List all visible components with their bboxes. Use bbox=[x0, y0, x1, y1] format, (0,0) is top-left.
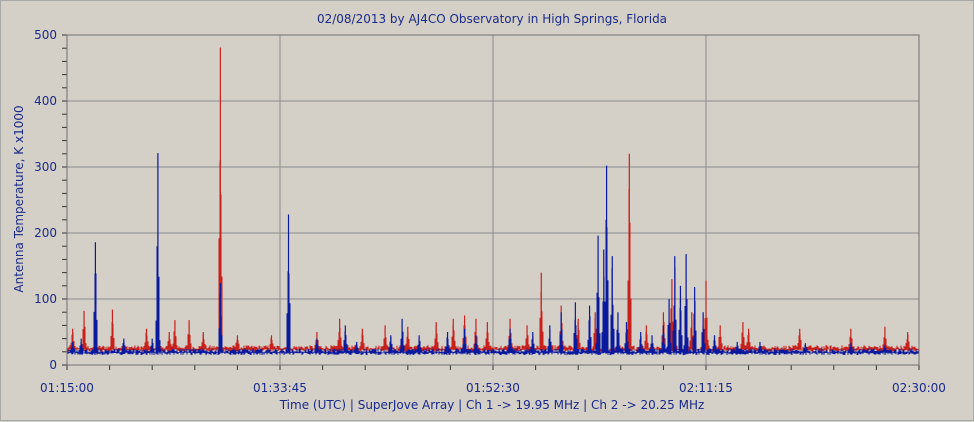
x-tick-label: 02:30:00 bbox=[892, 381, 946, 395]
y-axis-label: Antenna Temperature, K x1000 bbox=[12, 105, 26, 292]
x-tick-label: 01:15:00 bbox=[40, 381, 94, 395]
y-tick-label: 0 bbox=[49, 358, 57, 372]
x-tick-labels: 01:15:00 01:33:45 01:52:30 02:11:15 02:30:00 bbox=[40, 381, 946, 395]
y-tick-label: 400 bbox=[34, 94, 57, 108]
x-tick-label: 01:52:30 bbox=[466, 381, 520, 395]
minor-ticks bbox=[62, 34, 920, 370]
plot-border bbox=[66, 34, 920, 366]
y-tick-label: 100 bbox=[34, 292, 57, 306]
series-layer bbox=[66, 47, 920, 356]
y-tick-label: 300 bbox=[34, 160, 57, 174]
x-tick-label: 02:11:15 bbox=[679, 381, 733, 395]
y-tick-labels: 0 100 200 300 400 500 bbox=[34, 28, 57, 372]
chart-title: 02/08/2013 by AJ4CO Observatory in High … bbox=[317, 12, 667, 26]
y-tick-label: 200 bbox=[34, 226, 57, 240]
y-tick-label: 500 bbox=[34, 28, 57, 42]
x-tick-label: 01:33:45 bbox=[253, 381, 307, 395]
x-axis-label: Time (UTC) | SuperJove Array | Ch 1 -> 1… bbox=[279, 398, 705, 412]
